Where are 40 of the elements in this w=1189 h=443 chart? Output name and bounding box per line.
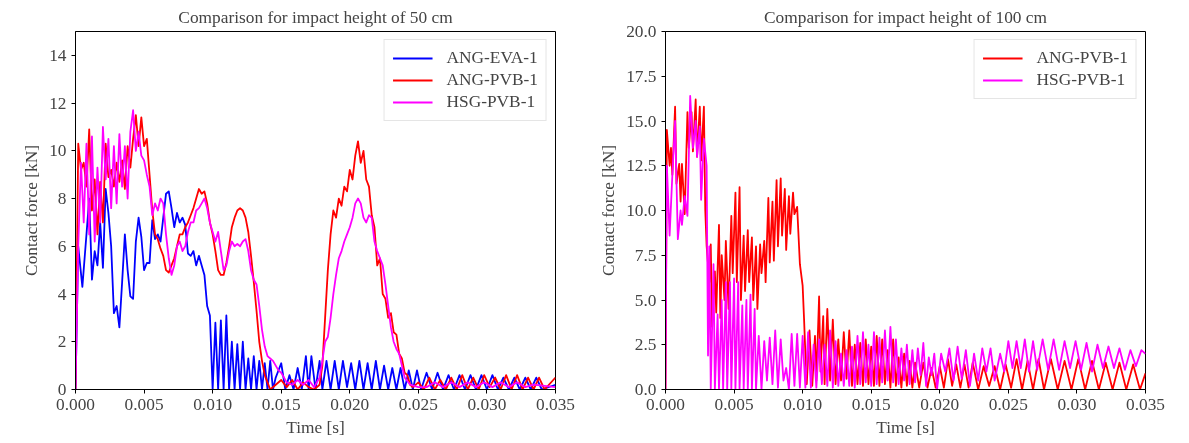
chart-title: Comparison for impact height of 100 cm bbox=[764, 7, 1048, 27]
x-tick-label: 0.030 bbox=[467, 394, 507, 414]
legend-label: ANG-EVA-1 bbox=[446, 48, 538, 68]
y-tick-label: 2.5 bbox=[634, 335, 657, 355]
x-tick-label: 0.030 bbox=[1057, 394, 1097, 414]
y-tick-label: 15.0 bbox=[626, 111, 657, 131]
x-tick-label: 0.015 bbox=[261, 394, 301, 414]
x-tick-label: 0.005 bbox=[124, 394, 164, 414]
y-tick-label: 6 bbox=[57, 236, 67, 256]
y-axis-title: Contact force [kN] bbox=[22, 145, 42, 276]
legend-label: HSG-PVB-1 bbox=[446, 92, 536, 112]
x-tick-label: 0.010 bbox=[193, 394, 233, 414]
x-tick-label: 0.035 bbox=[1126, 394, 1166, 414]
x-tick-label: 0.005 bbox=[714, 394, 754, 414]
x-tick-label: 0.025 bbox=[988, 394, 1028, 414]
x-axis-title: Time [s] bbox=[286, 417, 345, 437]
y-tick-label: 17.5 bbox=[626, 66, 657, 86]
x-tick-label: 0.015 bbox=[851, 394, 891, 414]
legend-label: HSG-PVB-1 bbox=[1036, 70, 1126, 90]
y-tick-label: 20.0 bbox=[626, 22, 657, 41]
x-tick-label: 0.025 bbox=[398, 394, 438, 414]
y-tick-label: 12.5 bbox=[626, 156, 657, 176]
y-tick-label: 10 bbox=[49, 141, 67, 161]
x-tick-label: 0.020 bbox=[330, 394, 370, 414]
y-tick-label: 5.0 bbox=[634, 290, 657, 310]
x-axis-title: Time [s] bbox=[876, 417, 935, 437]
legend-label: ANG-PVB-1 bbox=[446, 70, 538, 90]
y-axis-title: Contact force [kN] bbox=[599, 145, 619, 276]
y-tick-label: 2 bbox=[57, 332, 67, 352]
y-tick-label: 8 bbox=[57, 189, 67, 209]
x-tick-label: 0.020 bbox=[920, 394, 960, 414]
y-tick-label: 4 bbox=[57, 284, 67, 304]
chart-title: Comparison for impact height of 50 cm bbox=[178, 7, 454, 27]
y-tick-label: 14 bbox=[49, 45, 67, 65]
x-tick-label: 0.010 bbox=[783, 394, 823, 414]
legend-label: ANG-PVB-1 bbox=[1036, 48, 1128, 68]
x-tick-label: 0.035 bbox=[536, 394, 576, 414]
y-tick-label: 10.0 bbox=[626, 201, 657, 220]
y-tick-label: 12 bbox=[49, 93, 67, 113]
y-tick-label: 7.5 bbox=[634, 245, 657, 265]
